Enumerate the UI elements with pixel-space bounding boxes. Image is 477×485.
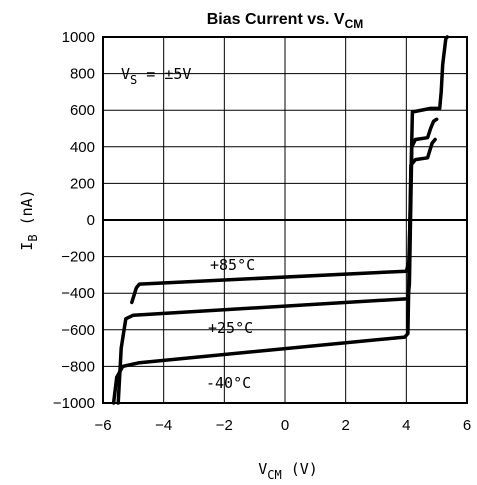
series-lines — [111, 35, 450, 405]
series-line-2 — [111, 137, 437, 405]
x-tick-label: −2 — [216, 417, 233, 434]
y-tick-label: −400 — [61, 285, 95, 302]
supply-annotation-rest: = ±5V — [137, 65, 191, 83]
y-axis-label-main: I — [18, 242, 36, 251]
y-tick-label: 1000 — [62, 29, 95, 46]
x-tick-label: 6 — [463, 417, 471, 434]
x-tick-label: 4 — [402, 417, 410, 434]
y-tick-label: 400 — [70, 139, 95, 156]
y-tick-label: −600 — [61, 322, 95, 339]
y-tick-label: 0 — [87, 212, 95, 229]
chart-title: Bias Current vs. VCM — [207, 11, 364, 31]
y-tick-label: 200 — [70, 175, 95, 192]
x-axis-label-subscript: CM — [267, 468, 281, 482]
supply-annotation-main: V — [121, 65, 130, 83]
tick-labels: −6 −4 −2 0 2 4 6 −1000 −800 −600 −400 −200 0 200 400 60… — [53, 29, 471, 434]
series-line-0 — [130, 35, 450, 305]
label-85c: +85°C — [210, 256, 255, 274]
supply-annotation: VS = ±5V — [121, 65, 191, 87]
y-tick-label: 800 — [70, 66, 95, 83]
x-axis-label-main: V — [258, 460, 267, 478]
x-tick-label: 2 — [341, 417, 349, 434]
x-tick-label: 0 — [281, 417, 289, 434]
label-25c: +25°C — [208, 319, 253, 337]
y-tick-label: −1000 — [53, 395, 95, 412]
y-tick-label: −200 — [61, 249, 95, 266]
y-axis-label-subscript: B — [26, 234, 40, 241]
x-axis-label-rest: (V) — [282, 460, 318, 478]
chart-title-main: Bias Current vs. V — [207, 11, 345, 28]
x-tick-label: −6 — [94, 417, 111, 434]
y-tick-label: 600 — [70, 102, 95, 119]
x-tick-label: −4 — [155, 417, 172, 434]
y-tick-label: −800 — [61, 358, 95, 375]
chart-title-subscript: CM — [345, 17, 364, 31]
y-axis-label: IB (nA) — [18, 189, 40, 250]
x-axis-label: VCM (V) — [258, 460, 318, 482]
supply-annotation-subscript: S — [130, 73, 137, 87]
y-axis-label-rest: (nA) — [18, 189, 36, 234]
label-m40c: -40°C — [206, 374, 251, 392]
